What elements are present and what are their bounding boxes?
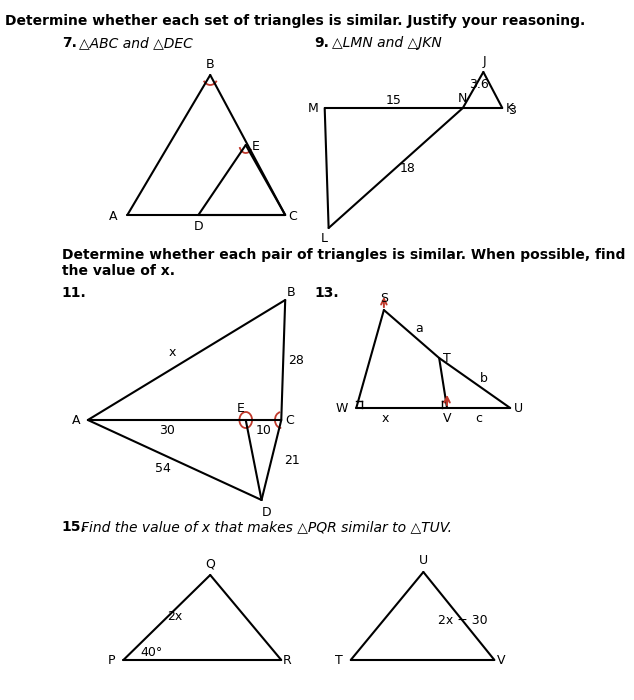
Text: R: R [283,654,292,666]
Text: 15: 15 [385,94,401,106]
Text: P: P [108,654,115,666]
Text: 10: 10 [255,424,271,437]
Text: 7.: 7. [62,36,77,50]
Text: 3: 3 [508,104,515,116]
Text: a: a [415,323,424,335]
Text: T: T [335,654,343,666]
Text: Find the value of x that makes △PQR similar to △TUV.: Find the value of x that makes △PQR simi… [81,520,452,534]
Text: x: x [382,412,389,426]
Text: 18: 18 [399,162,415,174]
Text: E: E [251,141,259,153]
Text: Determine whether each pair of triangles is similar. When possible, find: Determine whether each pair of triangles… [62,248,625,262]
Text: △LMN and △JKN: △LMN and △JKN [332,36,441,50]
Text: B: B [206,57,214,71]
Text: △ABC and △DEC: △ABC and △DEC [79,36,193,50]
Text: Q: Q [205,557,215,570]
Text: M: M [307,102,318,115]
Text: 40°: 40° [141,645,163,659]
Text: the value of x.: the value of x. [62,264,175,278]
Text: A: A [109,211,118,223]
Text: 30: 30 [159,424,175,437]
Text: C: C [288,211,297,223]
Text: K: K [506,102,514,115]
Text: J: J [483,55,487,69]
Text: 2x: 2x [167,610,183,624]
Text: D: D [261,505,271,519]
Text: W: W [336,402,348,414]
Text: E: E [237,402,245,414]
Text: 15.: 15. [62,520,87,534]
Text: D: D [193,220,203,232]
Text: V: V [496,654,505,666]
Text: S: S [380,291,388,304]
Text: U: U [514,402,522,414]
Text: 28: 28 [288,354,304,367]
Text: 13.: 13. [314,286,339,300]
Text: N: N [458,92,467,104]
Text: T: T [443,351,451,365]
Text: C: C [285,414,294,426]
Text: A: A [72,414,80,426]
Text: x: x [169,346,176,358]
Text: 11.: 11. [62,286,87,300]
Text: 54: 54 [155,461,171,475]
Text: 2x − 30: 2x − 30 [438,615,488,627]
Text: c: c [475,412,482,426]
Text: B: B [287,286,296,298]
Text: 9.: 9. [314,36,329,50]
Text: L: L [321,232,328,244]
Text: 3.6: 3.6 [470,78,489,92]
Text: V: V [443,412,451,426]
Text: 21: 21 [285,454,300,466]
Text: U: U [419,554,428,568]
Text: Determine whether each set of triangles is similar. Justify your reasoning.: Determine whether each set of triangles … [4,14,585,28]
Text: b: b [480,372,488,384]
